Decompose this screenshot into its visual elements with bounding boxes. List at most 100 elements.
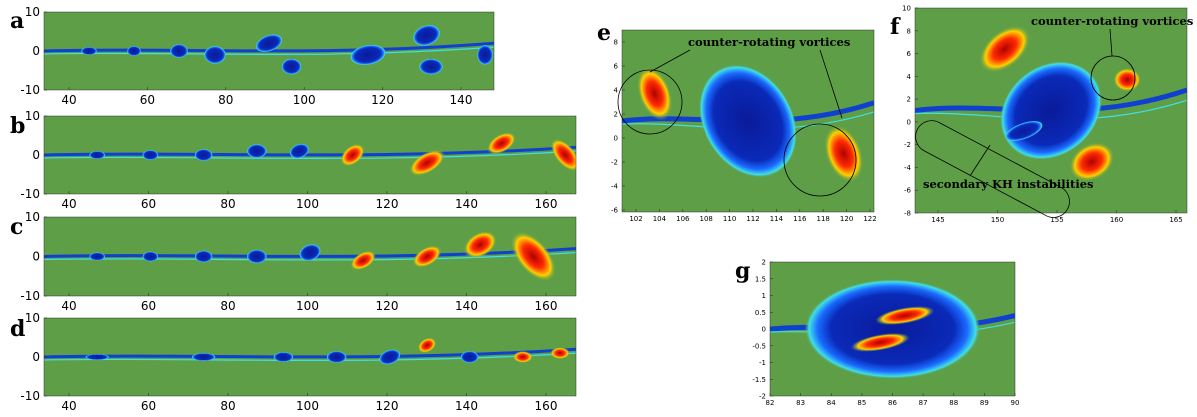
vortex (195, 251, 213, 263)
y-tick-label: -2 (904, 141, 911, 149)
x-tick-label: 100 (296, 399, 319, 413)
panel: c406080100120140160100-10 (10, 210, 576, 313)
y-tick-label: 0 (32, 250, 40, 264)
y-tick-label: -0.5 (752, 342, 766, 350)
x-tick-label: 160 (1110, 216, 1123, 224)
vortex (89, 253, 105, 261)
x-tick-label: 40 (61, 93, 76, 107)
x-tick-label: 60 (141, 197, 156, 211)
y-tick-label: -10 (20, 289, 40, 303)
vortex (195, 149, 213, 161)
y-tick-label: 2 (762, 259, 766, 267)
x-tick-label: 116 (793, 215, 807, 223)
vortex (89, 151, 105, 159)
x-tick-label: 100 (296, 197, 319, 211)
y-tick-label: -1 (759, 359, 766, 367)
y-tick-label: -6 (904, 187, 912, 195)
x-tick-label: 140 (455, 197, 478, 211)
panel-letter: f (890, 14, 901, 40)
vortex (461, 351, 479, 363)
x-tick-label: 86 (888, 399, 897, 407)
x-tick-label: 160 (535, 299, 558, 313)
x-tick-label: 60 (141, 299, 156, 313)
panel-letter: b (10, 113, 25, 139)
vortex (477, 45, 493, 65)
x-tick-label: 84 (827, 399, 836, 407)
x-tick-label: 80 (220, 299, 235, 313)
x-tick-label: 104 (653, 215, 667, 223)
annotation: counter-rotating vortices (688, 35, 850, 49)
x-tick-label: 140 (455, 399, 478, 413)
x-tick-label: 60 (140, 93, 155, 107)
y-tick-label: 2 (907, 96, 911, 104)
panel-letter: e (597, 20, 611, 46)
shear-feature (513, 351, 533, 363)
vortex (327, 351, 347, 363)
vortex (192, 353, 216, 361)
y-tick-label: -2 (759, 393, 766, 401)
y-tick-label: 10 (25, 5, 40, 19)
x-tick-label: 100 (296, 299, 319, 313)
y-tick-label: 10 (25, 109, 40, 123)
y-tick-label: -6 (611, 207, 619, 215)
x-tick-label: 80 (220, 399, 235, 413)
x-tick-label: 120 (376, 299, 399, 313)
y-tick-label: -4 (904, 164, 912, 172)
vortex (419, 59, 443, 75)
vortex (142, 252, 158, 262)
y-tick-label: 0 (907, 118, 911, 126)
x-tick-label: 145 (931, 216, 944, 224)
y-tick-label: 1 (762, 292, 766, 300)
y-tick-label: 0 (32, 44, 40, 58)
panel-letter: c (10, 214, 23, 240)
x-tick-label: 60 (141, 399, 156, 413)
x-tick-label: 87 (919, 399, 928, 407)
y-tick-label: 6 (907, 50, 912, 58)
vortex (170, 44, 188, 58)
y-tick-label: 10 (25, 210, 40, 224)
y-tick-label: 0 (32, 148, 40, 162)
x-tick-label: 88 (949, 399, 958, 407)
plot (44, 318, 576, 396)
x-tick-label: 110 (723, 215, 736, 223)
y-tick-label: 4 (907, 73, 912, 81)
x-tick-label: 80 (220, 197, 235, 211)
shear-feature (1113, 68, 1141, 92)
vortex (81, 47, 97, 55)
vortex (127, 46, 141, 56)
y-tick-label: -10 (20, 83, 40, 97)
vortex (273, 352, 293, 362)
y-tick-label: 0 (762, 326, 766, 334)
x-tick-label: 90 (1011, 399, 1020, 407)
y-tick-label: 8 (614, 39, 618, 47)
figure: a406080100120140100-10b40608010012014016… (0, 0, 1197, 417)
plot (622, 30, 874, 212)
panel-letter: g (735, 258, 750, 284)
y-tick-label: 10 (25, 311, 40, 325)
annotation: counter-rotating vortices (1031, 14, 1193, 28)
x-tick-label: 120 (376, 197, 399, 211)
y-tick-label: 0 (614, 135, 618, 143)
vortex (247, 144, 267, 158)
y-tick-label: 8 (907, 27, 911, 35)
y-tick-label: 4 (614, 87, 619, 95)
x-tick-label: 165 (1169, 216, 1182, 224)
vortex (247, 250, 267, 264)
x-tick-label: 160 (535, 399, 558, 413)
x-tick-label: 40 (61, 299, 76, 313)
x-tick-label: 108 (700, 215, 713, 223)
x-tick-label: 118 (817, 215, 830, 223)
y-tick-label: -8 (904, 210, 911, 218)
y-tick-label: -10 (20, 187, 40, 201)
y-tick-label: -10 (20, 389, 40, 403)
x-tick-label: 83 (796, 399, 805, 407)
panel-letter: d (10, 316, 25, 342)
x-tick-label: 100 (293, 93, 316, 107)
x-tick-label: 120 (840, 215, 853, 223)
vortex (142, 150, 158, 160)
y-tick-label: 2 (614, 111, 618, 119)
